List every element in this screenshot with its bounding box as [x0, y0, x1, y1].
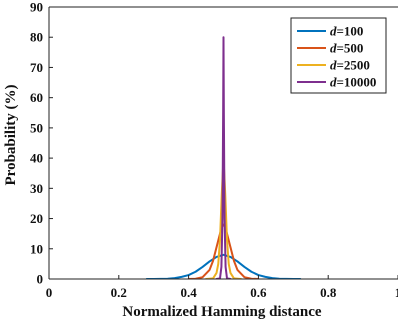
- y-tick-label: 80: [30, 30, 43, 45]
- legend-value: =2500: [337, 58, 370, 73]
- x-tick-label: 1: [395, 285, 398, 300]
- legend-var: d: [330, 41, 337, 56]
- y-tick-label: 0: [37, 272, 44, 287]
- x-tick-label: 0: [46, 285, 53, 300]
- y-tick-label: 50: [30, 120, 43, 135]
- y-axis-label: Probability (%): [3, 85, 19, 186]
- y-tick-label: 20: [30, 211, 43, 226]
- series-line-1: [187, 223, 260, 279]
- y-tick-label: 40: [30, 151, 43, 166]
- legend-value: =100: [337, 24, 364, 39]
- y-tick-label: 60: [30, 90, 43, 105]
- legend-label-2: d=2500: [330, 58, 370, 73]
- y-tick-label: 90: [30, 0, 43, 15]
- legend-value: =500: [337, 41, 364, 56]
- legend-label-3: d=10000: [330, 75, 376, 90]
- y-tick-label: 70: [30, 60, 43, 75]
- legend-var: d: [330, 75, 337, 90]
- legend-label-1: d=500: [330, 41, 363, 56]
- x-tick-label: 0.2: [111, 285, 127, 300]
- y-tick-label: 10: [30, 241, 43, 256]
- x-tick-label: 0.4: [180, 285, 197, 300]
- legend-var: d: [330, 24, 337, 39]
- series-line-0: [145, 253, 302, 279]
- y-tick-label: 30: [30, 181, 43, 196]
- legend-var: d: [330, 58, 337, 73]
- legend-label-0: d=100: [330, 24, 363, 39]
- x-tick-label: 0.6: [250, 285, 267, 300]
- x-tick-label: 0.8: [320, 285, 337, 300]
- x-axis-label: Normalized Hamming distance: [122, 304, 321, 320]
- legend-value: =10000: [337, 75, 377, 90]
- series-line-3: [215, 36, 232, 279]
